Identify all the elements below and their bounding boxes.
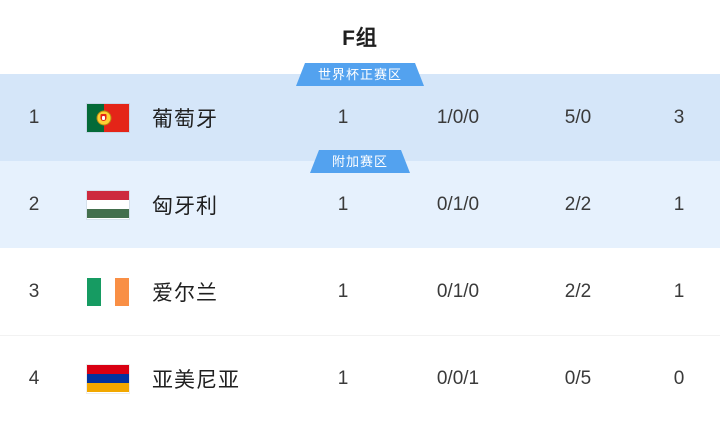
row-flag-cell	[68, 190, 148, 219]
flag-band-orange	[87, 383, 129, 393]
table-row[interactable]: 4 亚美尼亚 1 0/0/1 0/5 0	[0, 335, 720, 422]
row-team-name: 爱尔兰	[152, 281, 218, 305]
row-rank: 1	[28, 106, 40, 128]
row-points: 0	[673, 367, 685, 389]
flag-emblem	[97, 111, 111, 124]
zone-badge-qualify: 世界杯正赛区	[296, 63, 424, 86]
row-played: 1	[337, 367, 349, 389]
flag-shield	[100, 114, 107, 121]
flag-band-white	[87, 199, 129, 210]
portugal-flag	[87, 103, 129, 132]
row-flag-cell	[68, 364, 148, 393]
standings-table: 世界杯正赛区 1 葡萄牙 1 1/0/0 5/0 3 附加赛区 2	[0, 74, 720, 422]
row-rank: 4	[28, 367, 40, 389]
table-row[interactable]: 附加赛区 2 匈牙利 1 0/1/0 2/2 1	[0, 161, 720, 248]
row-goals: 2/2	[564, 193, 592, 215]
row-played: 1	[337, 193, 349, 215]
row-points: 1	[673, 193, 685, 215]
flag-band-white	[100, 277, 115, 306]
row-team-name: 葡萄牙	[152, 107, 218, 131]
row-flag-cell	[68, 103, 148, 132]
row-rank: 2	[28, 193, 40, 215]
flag-band-green	[87, 209, 129, 219]
table-row[interactable]: 3 爱尔兰 1 0/1/0 2/2 1	[0, 248, 720, 335]
row-played: 1	[337, 280, 349, 302]
ireland-flag	[87, 277, 129, 306]
row-win-draw-loss: 1/0/0	[436, 106, 480, 128]
row-played: 1	[337, 106, 349, 128]
table-row[interactable]: 世界杯正赛区 1 葡萄牙 1 1/0/0 5/0 3	[0, 74, 720, 161]
flag-band-orange	[114, 277, 129, 306]
row-goals: 2/2	[564, 280, 592, 302]
row-goals: 0/5	[564, 367, 592, 389]
row-team-name: 亚美尼亚	[152, 368, 240, 392]
row-rank: 3	[28, 280, 40, 302]
row-goals: 5/0	[564, 106, 592, 128]
flag-band-green	[87, 103, 104, 132]
row-win-draw-loss: 0/1/0	[436, 280, 480, 302]
flag-band-green	[87, 277, 101, 306]
zone-badge-playoff: 附加赛区	[310, 150, 410, 173]
armenia-flag	[87, 364, 129, 393]
row-win-draw-loss: 0/0/1	[436, 367, 480, 389]
page-title: F组	[0, 0, 720, 74]
row-points: 1	[673, 280, 685, 302]
row-win-draw-loss: 0/1/0	[436, 193, 480, 215]
flag-band-red	[87, 190, 129, 200]
row-points: 3	[673, 106, 685, 128]
flag-band-blue	[87, 373, 129, 384]
row-flag-cell	[68, 277, 148, 306]
hungary-flag	[87, 190, 129, 219]
flag-band-red	[87, 364, 129, 374]
row-team-name: 匈牙利	[152, 194, 218, 218]
